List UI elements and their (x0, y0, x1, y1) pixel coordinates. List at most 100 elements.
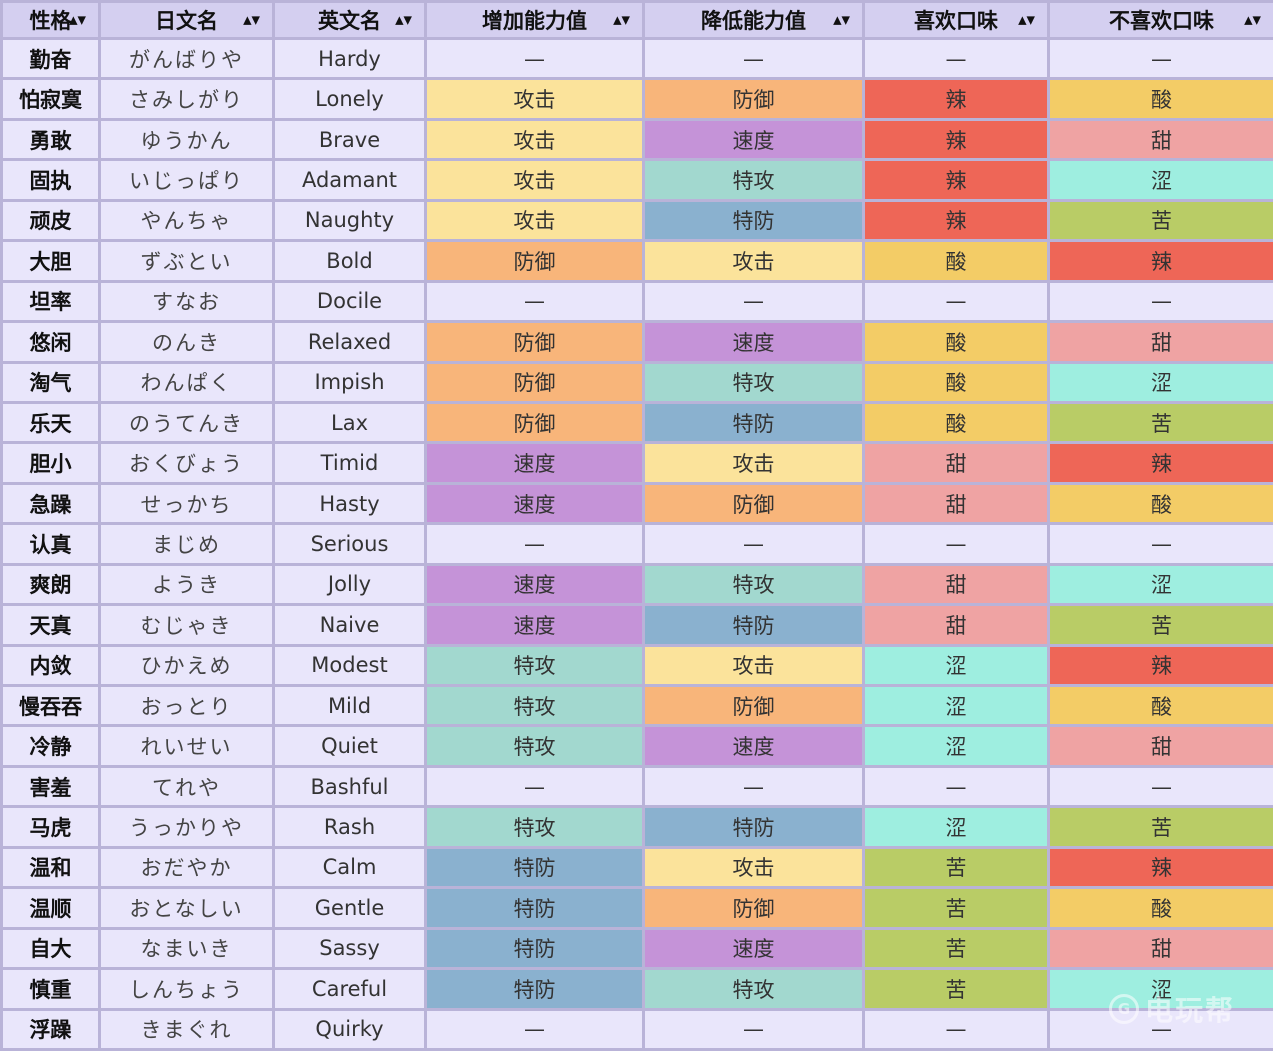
english-name-cell: Impish (272, 360, 427, 404)
japanese-name-cell: おだやか (98, 845, 275, 890)
increased-stat-cell: 攻击 (424, 198, 645, 243)
liked-flavor-cell: — (862, 522, 1050, 566)
disliked-flavor-cell: 涩 (1047, 360, 1273, 404)
japanese-name-cell: まじめ (98, 522, 275, 566)
table-row: 固执 いじっぱり Adamant 攻击 特攻辣涩 (0, 158, 1273, 202)
english-name-cell: Calm (272, 845, 427, 890)
sort-updown-icon[interactable]: ▲▼ (395, 13, 412, 27)
table-row: 冷静 れいせい Quiet 特攻 速度涩甜 (0, 724, 1273, 768)
sort-updown-icon[interactable]: ▲▼ (1018, 13, 1035, 27)
japanese-name-cell: おとなしい (98, 886, 275, 930)
nature-name-cell: 固执 (0, 158, 101, 202)
disliked-flavor-cell: 酸 (1047, 77, 1273, 121)
increased-stat-cell: — (424, 522, 645, 566)
decreased-stat-cell: 特防 (642, 805, 865, 849)
increased-stat-cell: 特防 (424, 926, 645, 971)
liked-flavor-cell: 涩 (862, 683, 1050, 728)
increased-stat-cell: 速度 (424, 603, 645, 647)
decreased-stat-cell: 攻击 (642, 845, 865, 890)
disliked-flavor-cell: 甜 (1047, 117, 1273, 162)
liked-flavor-cell: 涩 (862, 724, 1050, 768)
column-header-english-name[interactable]: 英文名 ▲▼ (272, 0, 427, 40)
english-name-cell: Docile (272, 279, 427, 324)
liked-flavor-cell: — (862, 764, 1050, 809)
english-name-cell: Hasty (272, 481, 427, 526)
table-row: 温顺 おとなしい Gentle 特防 防御苦酸 (0, 886, 1273, 930)
table-row: 爽朗 ようき Jolly 速度 特攻甜涩 (0, 562, 1273, 607)
nature-name-cell: 胆小 (0, 441, 101, 485)
japanese-name-cell: せっかち (98, 481, 275, 526)
table-row: 认真 まじめ Serious — — — — (0, 522, 1273, 566)
decreased-stat-cell: 特攻 (642, 158, 865, 202)
english-name-cell: Serious (272, 522, 427, 566)
table-row: 大胆 ずぶとい Bold 防御 攻击酸辣 (0, 239, 1273, 283)
table-row: 浮躁 きまぐれ Quirky — — — — (0, 1007, 1273, 1051)
english-name-cell: Hardy (272, 36, 427, 81)
table-row: 慢吞吞 おっとり Mild 特攻 防御涩酸 (0, 683, 1273, 728)
disliked-flavor-cell: 甜 (1047, 724, 1273, 768)
nature-name-cell: 淘气 (0, 360, 101, 404)
decreased-stat-cell: 防御 (642, 481, 865, 526)
sort-updown-icon[interactable]: ▲▼ (1244, 13, 1261, 27)
table-row: 淘气 わんぱく Impish 防御 特攻酸涩 (0, 360, 1273, 404)
column-header-decreased-stat[interactable]: 降低能力值 ▲▼ (642, 0, 865, 40)
column-header-disliked-flavor[interactable]: 不喜欢口味 ▲▼ (1047, 0, 1273, 40)
japanese-name-cell: すなお (98, 279, 275, 324)
english-name-cell: Modest (272, 643, 427, 688)
nature-name-cell: 内敛 (0, 643, 101, 688)
japanese-name-cell: しんちょう (98, 967, 275, 1011)
nature-name-cell: 悠闲 (0, 320, 101, 364)
table-row: 慎重 しんちょう Careful 特防 特攻苦涩 (0, 967, 1273, 1011)
increased-stat-cell: 速度 (424, 481, 645, 526)
english-name-cell: Brave (272, 117, 427, 162)
decreased-stat-cell: 特防 (642, 400, 865, 445)
column-header-japanese-name[interactable]: 日文名 ▲▼ (98, 0, 275, 40)
increased-stat-cell: 特攻 (424, 724, 645, 768)
liked-flavor-cell: 辣 (862, 158, 1050, 202)
english-name-cell: Bold (272, 239, 427, 283)
decreased-stat-cell: 特防 (642, 198, 865, 243)
nature-name-cell: 天真 (0, 603, 101, 647)
increased-stat-cell: — (424, 36, 645, 81)
table-row: 悠闲 のんき Relaxed 防御 速度酸甜 (0, 320, 1273, 364)
decreased-stat-cell: 防御 (642, 886, 865, 930)
english-name-cell: Naughty (272, 198, 427, 243)
sort-updown-icon[interactable]: ▲▼ (243, 13, 260, 27)
liked-flavor-cell: 涩 (862, 643, 1050, 688)
nature-name-cell: 顽皮 (0, 198, 101, 243)
liked-flavor-cell: — (862, 279, 1050, 324)
decreased-stat-cell: 攻击 (642, 643, 865, 688)
english-name-cell: Mild (272, 683, 427, 728)
nature-name-cell: 急躁 (0, 481, 101, 526)
liked-flavor-cell: — (862, 1007, 1050, 1051)
japanese-name-cell: のうてんき (98, 400, 275, 445)
sort-updown-icon[interactable]: ▲▼ (69, 13, 86, 27)
increased-stat-cell: — (424, 764, 645, 809)
sort-updown-icon[interactable]: ▲▼ (833, 13, 850, 27)
disliked-flavor-cell: 甜 (1047, 926, 1273, 971)
decreased-stat-cell: 速度 (642, 117, 865, 162)
disliked-flavor-cell: 苦 (1047, 603, 1273, 647)
column-header-increased-stat[interactable]: 增加能力值 ▲▼ (424, 0, 645, 40)
japanese-name-cell: なまいき (98, 926, 275, 971)
english-name-cell: Lax (272, 400, 427, 445)
decreased-stat-cell: 防御 (642, 77, 865, 121)
disliked-flavor-cell: 苦 (1047, 400, 1273, 445)
nature-name-cell: 勇敢 (0, 117, 101, 162)
nature-name-cell: 乐天 (0, 400, 101, 445)
liked-flavor-cell: 酸 (862, 400, 1050, 445)
japanese-name-cell: てれや (98, 764, 275, 809)
table-row: 顽皮 やんちゃ Naughty 攻击 特防辣苦 (0, 198, 1273, 243)
column-header-nature[interactable]: 性格 ▲▼ (0, 0, 101, 40)
english-name-cell: Careful (272, 967, 427, 1011)
increased-stat-cell: 特防 (424, 967, 645, 1011)
decreased-stat-cell: 特攻 (642, 967, 865, 1011)
japanese-name-cell: さみしがり (98, 77, 275, 121)
increased-stat-cell: 攻击 (424, 158, 645, 202)
column-header-label: 降低能力值 (701, 9, 806, 33)
nature-name-cell: 坦率 (0, 279, 101, 324)
column-header-liked-flavor[interactable]: 喜欢口味 ▲▼ (862, 0, 1050, 40)
liked-flavor-cell: 辣 (862, 117, 1050, 162)
sort-updown-icon[interactable]: ▲▼ (613, 13, 630, 27)
nature-name-cell: 冷静 (0, 724, 101, 768)
